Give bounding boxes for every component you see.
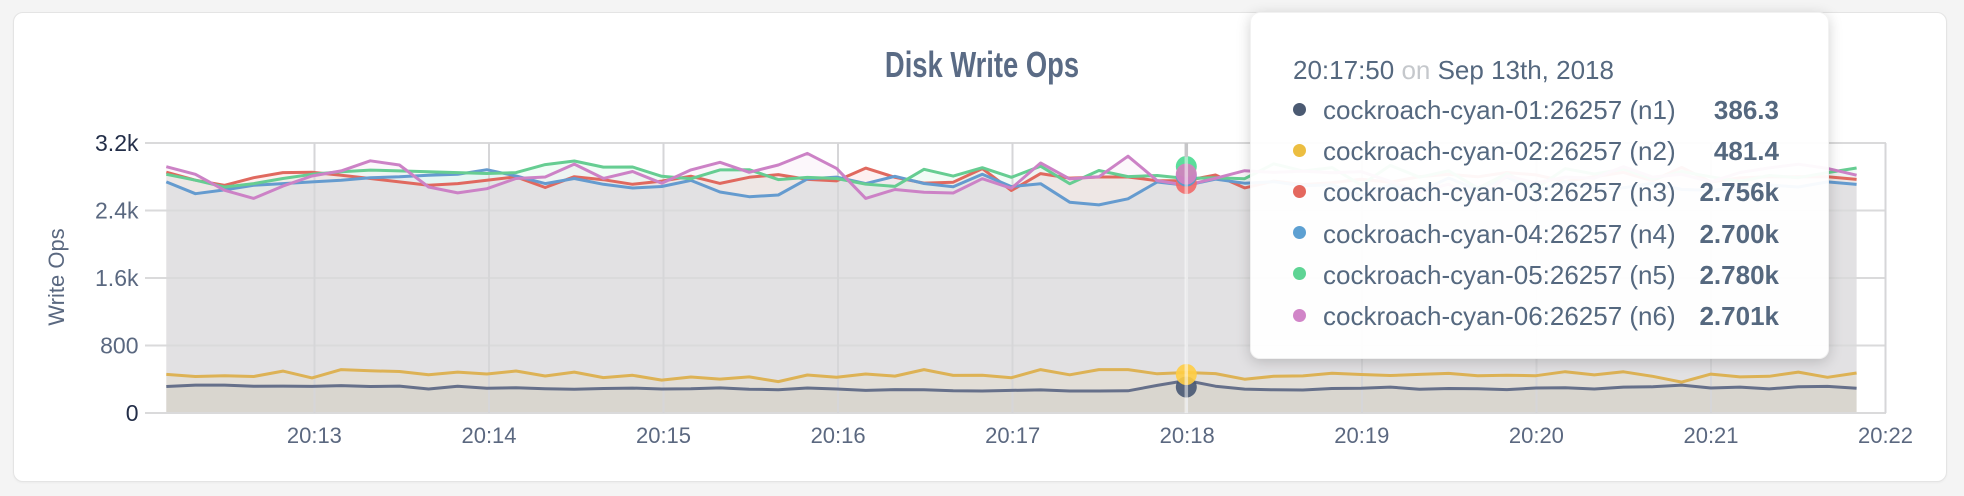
- svg-text:20:17: 20:17: [985, 423, 1040, 448]
- svg-text:2.4k: 2.4k: [95, 198, 139, 224]
- svg-text:20:13: 20:13: [287, 423, 342, 448]
- svg-text:20:16: 20:16: [811, 423, 866, 448]
- svg-text:0: 0: [126, 400, 139, 426]
- svg-text:1.6k: 1.6k: [95, 265, 139, 291]
- svg-text:20:15: 20:15: [636, 423, 691, 448]
- svg-text:20:19: 20:19: [1334, 423, 1389, 448]
- svg-text:Write Ops: Write Ops: [44, 228, 69, 325]
- svg-text:20:20: 20:20: [1509, 423, 1564, 448]
- svg-text:20:14: 20:14: [461, 423, 516, 448]
- svg-text:20:18: 20:18: [1160, 423, 1215, 448]
- svg-text:800: 800: [100, 333, 138, 359]
- svg-text:20:21: 20:21: [1683, 423, 1738, 448]
- svg-text:3.2k: 3.2k: [95, 130, 139, 156]
- svg-text:20:22: 20:22: [1858, 423, 1913, 448]
